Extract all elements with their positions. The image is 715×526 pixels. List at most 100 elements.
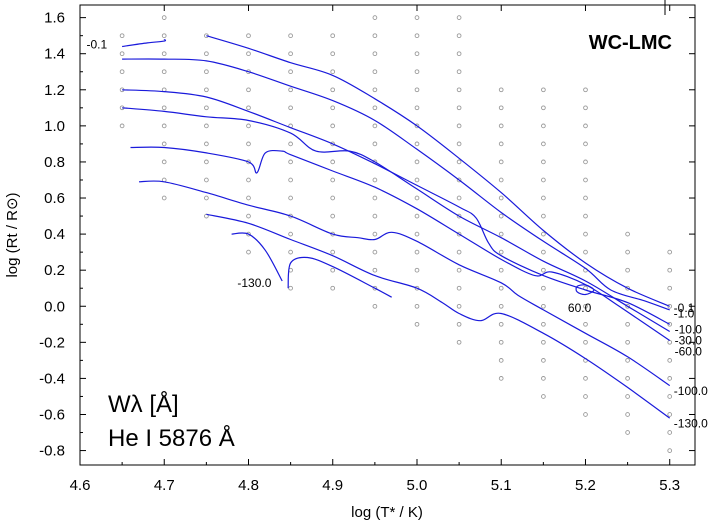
grid-point — [456, 231, 462, 237]
grid-point — [583, 177, 588, 183]
grid-point — [246, 105, 251, 111]
grid-point — [414, 231, 420, 237]
y-tick-label: 0.2 — [44, 262, 65, 279]
line-label: He I 5876 Å — [108, 424, 235, 452]
grid-point — [541, 303, 546, 309]
grid-point — [541, 376, 546, 381]
y-tick-label: 0.4 — [44, 226, 65, 243]
grid-point — [288, 177, 293, 183]
grid-point — [583, 123, 588, 129]
grid-point — [330, 51, 336, 57]
grid-point — [541, 141, 546, 147]
grid-point — [204, 177, 209, 183]
y-axis-ticks: -0.8 -0.6 -0.4 -0.2 0.0 0.2 0.4 0.6 0.8 1.0 1.2 1.4… — [39, 10, 695, 460]
grid-point — [667, 339, 673, 345]
grid-point — [204, 213, 209, 219]
grid-point — [667, 249, 673, 255]
grid-point — [288, 51, 293, 57]
y-axis-title: log (Rt / R⊙) — [4, 192, 21, 277]
grid-point — [667, 321, 673, 327]
contour-level-label: -1.0 — [674, 307, 695, 321]
grid-point — [456, 339, 462, 345]
grid-point — [414, 69, 420, 75]
grid-point — [498, 231, 504, 237]
grid-point — [330, 285, 336, 291]
grid-point — [246, 159, 251, 165]
grid-point — [204, 123, 209, 129]
grid-point — [498, 339, 504, 345]
grid-point — [498, 159, 504, 165]
grid-point — [414, 87, 420, 93]
grid-point — [498, 303, 504, 309]
grid-point — [161, 105, 167, 111]
grid-point — [456, 15, 462, 20]
grid-point — [583, 303, 588, 309]
grid-point — [204, 159, 209, 165]
grid-point — [372, 213, 378, 219]
grid-point — [372, 303, 378, 309]
grid-point — [498, 249, 504, 255]
contour-line — [122, 89, 670, 325]
grid-point — [456, 69, 462, 75]
grid-point — [625, 430, 630, 435]
grid-point — [288, 249, 293, 255]
contour-line — [231, 232, 283, 282]
grid-point — [330, 105, 336, 111]
grid-point — [541, 394, 546, 399]
grid-point — [288, 33, 293, 39]
y-tick-label: 1.4 — [44, 46, 65, 63]
contour-line — [122, 58, 670, 311]
grid-point — [541, 123, 546, 129]
grid-point — [330, 177, 336, 183]
grid-point — [288, 195, 293, 201]
grid-point — [498, 285, 504, 291]
grid-point — [330, 213, 336, 219]
grid-point — [456, 141, 462, 147]
x-tick-label: 4.7 — [154, 477, 175, 494]
contour-line — [287, 256, 392, 298]
grid-point — [161, 33, 167, 39]
y-tick-label: 0.8 — [44, 154, 65, 171]
grid-point — [119, 123, 125, 129]
grid-point — [330, 141, 336, 147]
grid-point — [625, 376, 630, 381]
contour-line — [122, 107, 671, 333]
grid-point — [161, 195, 167, 201]
grid-point — [667, 358, 673, 363]
contour-line — [575, 284, 595, 296]
grid-point — [372, 267, 378, 273]
grid-point — [372, 69, 378, 75]
grid-point — [583, 195, 588, 201]
grid-point — [583, 87, 588, 93]
grid-point — [456, 195, 462, 201]
grid-point — [288, 231, 293, 237]
grid-point — [667, 267, 673, 273]
grid-point — [204, 195, 209, 201]
grid-point — [541, 177, 546, 183]
grid-point — [583, 376, 588, 381]
contour-level-label: -0.1 — [674, 301, 695, 315]
grid-point — [414, 195, 420, 201]
y-tick-label: 1.2 — [44, 82, 65, 99]
contour-level-label: -100.0 — [674, 384, 708, 398]
grid-point — [288, 159, 293, 165]
contour-line — [138, 180, 671, 387]
grid-point — [498, 105, 504, 111]
grid-point — [667, 303, 673, 309]
grid-point — [541, 267, 546, 273]
grid-point — [246, 33, 251, 39]
grid-point — [498, 141, 504, 147]
grid-point — [583, 412, 588, 417]
grid-point — [625, 267, 630, 273]
grid-point — [667, 394, 673, 399]
grid-point — [414, 105, 420, 111]
grid-point — [541, 213, 546, 219]
grid-point — [246, 123, 251, 129]
y-tick-label: 1.6 — [44, 10, 65, 27]
grid-point — [204, 69, 209, 75]
grid-point — [414, 267, 420, 273]
grid-point — [541, 159, 546, 165]
grid-point — [667, 430, 673, 435]
grid-point — [288, 69, 293, 75]
contour-level-label: 60.0 — [568, 301, 592, 315]
